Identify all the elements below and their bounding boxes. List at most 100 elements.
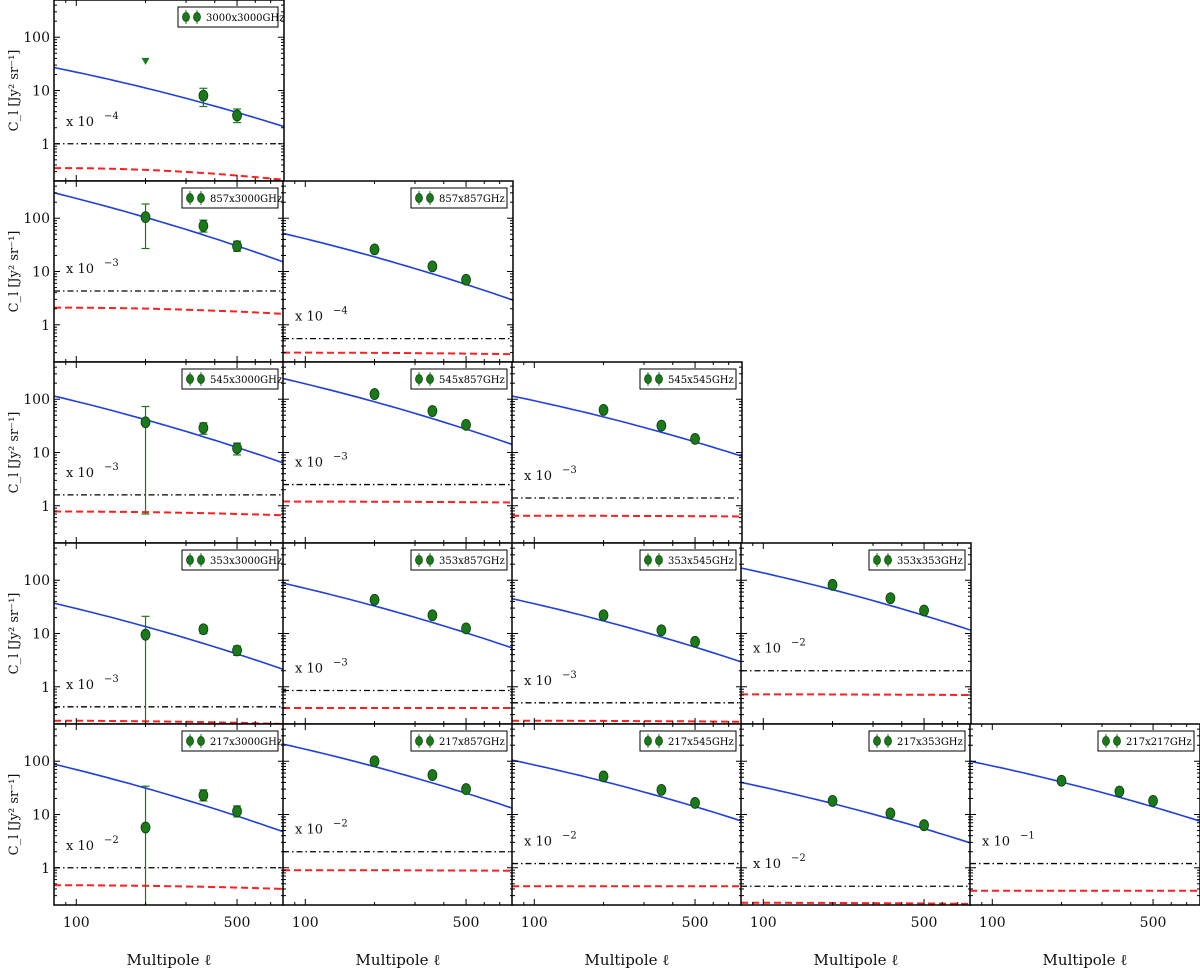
panel-217x217GHz: 217x217GHz x 10 −1 100 500 Multipole ℓ <box>969 723 1200 969</box>
dashed-curve <box>741 901 971 905</box>
data-point <box>140 821 151 834</box>
legend: 217x353GHz <box>868 730 966 752</box>
data-point <box>427 769 438 781</box>
panel-background <box>54 181 284 362</box>
panel-plot-area <box>283 743 513 872</box>
legend-marker <box>644 555 652 565</box>
scale-annotation: x 10 −4 <box>295 306 348 325</box>
panel-background <box>283 543 513 724</box>
data-point <box>461 622 471 635</box>
x-axis-label: Multipole ℓ <box>127 951 212 969</box>
legend-box <box>410 368 508 390</box>
data-point <box>1056 774 1067 787</box>
panel-217x353GHz: 217x353GHz x 10 −2 100 500 Multipole ℓ <box>740 723 972 969</box>
scale-prefix: x 10 <box>524 674 552 689</box>
scale-prefix: x 10 <box>66 466 94 481</box>
scale-exponent: −2 <box>791 638 806 649</box>
panel-plot-area <box>54 763 284 905</box>
data-point <box>427 405 438 417</box>
scale-annotation: x 10 −2 <box>753 853 806 872</box>
x-axis-label: Multipole ℓ <box>1043 951 1128 969</box>
legend-marker <box>197 193 205 203</box>
legend: 545x3000GHz <box>181 368 282 390</box>
panel-plot-area <box>54 57 284 181</box>
legend-marker <box>873 736 881 746</box>
data-point <box>232 805 242 818</box>
x-axis-label: Multipole ℓ <box>585 951 670 969</box>
data-point <box>232 644 242 657</box>
model-curve <box>512 597 742 663</box>
dashed-curve <box>54 167 284 181</box>
scale-annotation: x 10 −1 <box>982 831 1035 850</box>
upper-limit-marker <box>141 57 150 65</box>
panel-plot-area <box>283 377 513 504</box>
scale-prefix: x 10 <box>66 262 94 277</box>
dashed-curve <box>283 500 513 504</box>
y-axis-label: C_l [Jy² sr⁻¹] <box>7 593 22 675</box>
legend-label: 857x3000GHz <box>210 194 282 205</box>
scale-exponent: −3 <box>562 465 577 476</box>
y-tick-label: 100 <box>23 30 50 46</box>
data-point <box>885 807 896 820</box>
scale-exponent: −4 <box>333 306 348 317</box>
legend: 545x545GHz <box>639 368 737 390</box>
panel-857x857GHz: 857x857GHz x 10 −4 <box>282 180 514 363</box>
y-tick-label: 1 <box>41 318 50 334</box>
legend-box <box>410 187 508 209</box>
data-point <box>198 421 209 434</box>
panel-545x545GHz: 545x545GHz x 10 −3 <box>511 361 743 544</box>
model-curve <box>741 567 971 632</box>
legend: 217x545GHz <box>639 730 737 752</box>
scale-prefix: x 10 <box>66 678 94 693</box>
legend-box <box>410 730 508 752</box>
y-tick-label: 100 <box>23 392 50 408</box>
scale-prefix: x 10 <box>524 469 552 484</box>
y-tick-label: 10 <box>32 808 50 824</box>
panel-background <box>512 543 742 724</box>
data-point <box>461 273 471 286</box>
data-point <box>232 109 242 122</box>
scale-prefix: x 10 <box>295 310 323 325</box>
legend-box <box>181 368 279 390</box>
legend-marker <box>655 555 663 565</box>
x-tick-label: 500 <box>453 915 480 931</box>
data-point <box>919 604 929 617</box>
y-tick-label: 10 <box>32 446 50 462</box>
data-point <box>1114 785 1125 798</box>
legend-marker <box>644 736 652 746</box>
y-tick-label: 100 <box>23 573 50 589</box>
model-curve <box>512 759 742 822</box>
model-curve <box>741 781 971 844</box>
legend-label: 353x857GHz <box>439 556 505 567</box>
panel-plot-area <box>512 395 742 518</box>
scale-annotation: x 10 −3 <box>295 658 348 677</box>
panel-plot-area <box>54 395 284 517</box>
data-point <box>232 240 242 252</box>
x-tick-label: 500 <box>1140 915 1167 931</box>
model-curve <box>283 232 513 301</box>
legend-marker <box>415 374 423 384</box>
legend-marker <box>655 374 663 384</box>
panel-background <box>54 0 284 181</box>
panel-217x857GHz: 217x857GHz x 10 −2 100 500 Multipole ℓ <box>282 723 514 969</box>
y-tick-label: 100 <box>23 211 50 227</box>
legend-marker <box>426 193 434 203</box>
legend: 3000x3000GHz <box>177 6 285 28</box>
data-point <box>369 593 380 606</box>
data-point <box>369 755 380 768</box>
legend-box <box>639 549 737 571</box>
scale-annotation: x 10 −2 <box>295 819 348 838</box>
scale-annotation: x 10 −2 <box>753 638 806 657</box>
panel-background <box>512 724 742 905</box>
legend-marker <box>186 374 194 384</box>
panel-plot-area <box>741 781 971 905</box>
legend-marker <box>182 12 190 22</box>
legend-label: 217x3000GHz <box>210 737 282 748</box>
panel-plot-area <box>283 232 513 356</box>
scale-exponent: −3 <box>333 452 348 463</box>
y-tick-label: 10 <box>32 84 50 100</box>
scale-exponent: −2 <box>562 831 577 842</box>
legend: 217x3000GHz <box>181 730 282 752</box>
scale-exponent: −2 <box>333 819 348 830</box>
scale-prefix: x 10 <box>982 835 1010 850</box>
